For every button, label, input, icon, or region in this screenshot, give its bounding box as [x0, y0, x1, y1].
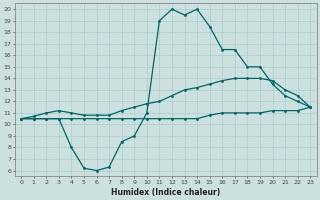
X-axis label: Humidex (Indice chaleur): Humidex (Indice chaleur) [111, 188, 220, 197]
